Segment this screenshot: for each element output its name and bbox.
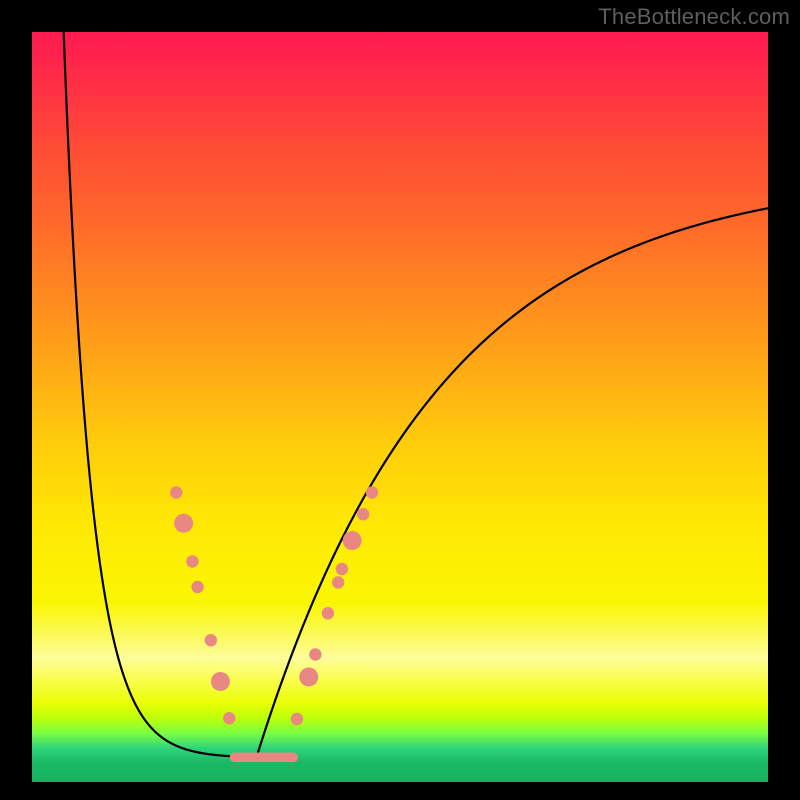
watermark-text: TheBottleneck.com — [598, 4, 790, 30]
curve-marker — [170, 486, 182, 498]
curve-marker — [223, 712, 235, 724]
curve-marker — [322, 607, 334, 619]
curve-marker — [291, 713, 303, 725]
curve-marker — [299, 668, 318, 687]
bottleneck-chart: TheBottleneck.com — [0, 0, 800, 800]
curve-marker — [357, 508, 369, 520]
curve-marker — [309, 648, 321, 660]
curve-marker — [343, 531, 362, 550]
curve-marker — [186, 555, 198, 567]
curve-marker — [205, 634, 217, 646]
curve-marker — [332, 576, 344, 588]
curve-marker — [336, 563, 348, 575]
curve-marker — [174, 514, 193, 533]
curve-marker — [191, 581, 203, 593]
chart-canvas — [0, 0, 800, 800]
curve-marker — [211, 672, 230, 691]
curve-marker — [366, 486, 378, 498]
